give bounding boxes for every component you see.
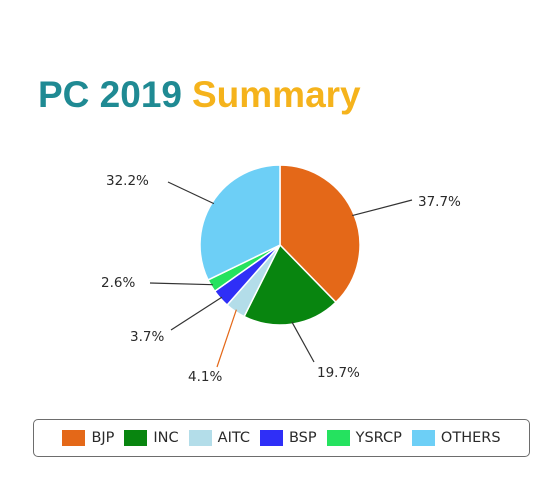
leader-line-bsp (170, 296, 223, 331)
leader-line-ysrcp (149, 282, 213, 286)
legend-swatch-bjp (62, 430, 86, 446)
legend-item-bsp: BSP (259, 430, 317, 446)
legend-label-aitc: AITC (217, 430, 250, 446)
legend-swatch-inc (124, 430, 148, 446)
chart-legend: BJP INC AITC BSP YSRCP OTHERS (33, 419, 530, 457)
legend-item-ysrcp: YSRCP (326, 430, 402, 446)
legend-swatch-aitc (188, 430, 212, 446)
legend-item-aitc: AITC (188, 430, 250, 446)
data-label-aitc: 4.1% (188, 369, 222, 385)
data-label-ysrcp: 2.6% (101, 275, 135, 291)
pie-chart: 37.7% 19.7% 4.1% 3.7% 2.6% 32.2% (101, 164, 461, 385)
leader-line-bjp (352, 199, 413, 217)
legend-label-ysrcp: YSRCP (355, 430, 402, 446)
legend-label-bsp: BSP (288, 430, 317, 446)
chart-title: PC 2019 Summary (38, 76, 361, 113)
title-year: PC 2019 (38, 74, 182, 115)
data-label-bsp: 3.7% (130, 329, 164, 345)
pie-slice-inc (243, 243, 337, 326)
legend-item-others: OTHERS (411, 430, 501, 446)
data-label-bjp: 37.7% (418, 194, 461, 210)
legend-swatch-bsp (259, 430, 283, 446)
legend-item-bjp: BJP (62, 430, 114, 446)
leader-line-aitc (216, 309, 237, 368)
title-summary: Summary (192, 74, 361, 115)
legend-swatch-ysrcp (326, 430, 350, 446)
data-label-others: 32.2% (106, 173, 149, 189)
legend-swatch-others (411, 430, 435, 446)
legend-label-others: OTHERS (440, 430, 501, 446)
leader-line-others (167, 181, 215, 205)
legend-label-inc: INC (153, 430, 179, 446)
data-label-inc: 19.7% (317, 365, 360, 381)
legend-item-inc: INC (124, 430, 179, 446)
leader-line-inc (291, 321, 315, 363)
legend-label-bjp: BJP (91, 430, 115, 446)
